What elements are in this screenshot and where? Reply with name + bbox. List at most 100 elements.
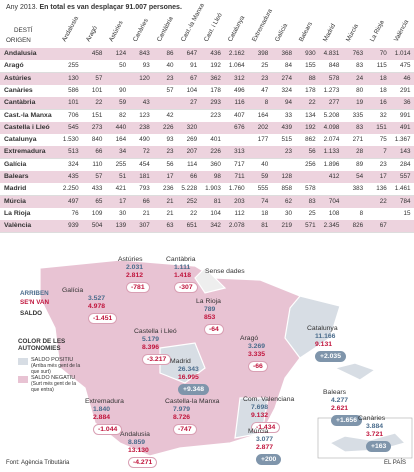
cell: 109 bbox=[91, 209, 103, 217]
cell: 91 bbox=[190, 62, 198, 70]
cell: 177 bbox=[257, 136, 269, 144]
cell: 134 bbox=[305, 111, 316, 119]
region-name: Extremadura bbox=[85, 398, 124, 405]
saldo: -307 bbox=[174, 282, 198, 293]
cell: 676 bbox=[234, 123, 245, 131]
cell: 17 bbox=[379, 173, 387, 180]
cell: 1.064 bbox=[228, 62, 245, 70]
cell: 236 bbox=[162, 185, 174, 193]
se-n-van: 4.978 bbox=[88, 303, 106, 310]
cell: 360 bbox=[210, 160, 221, 168]
cell: 557 bbox=[399, 173, 411, 180]
legend-arriben: ARRIBEN bbox=[20, 290, 49, 297]
arriben: 11.166 bbox=[315, 333, 336, 340]
cell: 59 bbox=[119, 99, 127, 107]
cell: 407 bbox=[234, 111, 245, 119]
cell: 939 bbox=[68, 222, 79, 230]
se-n-van: 8.726 bbox=[173, 414, 191, 421]
row-label: Cantàbria bbox=[4, 99, 36, 107]
cell: 324 bbox=[68, 160, 79, 168]
cell: 94 bbox=[284, 99, 292, 107]
cell: 34 bbox=[119, 148, 127, 156]
origin-label: ORIGEN bbox=[6, 37, 31, 44]
cell: 25 bbox=[261, 62, 269, 70]
cell: 238 bbox=[139, 123, 150, 131]
cell: 255 bbox=[115, 160, 127, 168]
legend-pos-swatch bbox=[18, 358, 28, 365]
cell: 2.345 bbox=[323, 222, 340, 230]
region-name: Astúries bbox=[118, 256, 143, 263]
column-header: Canàries bbox=[131, 17, 150, 43]
se-n-van: 1.418 bbox=[174, 272, 192, 279]
region-name: Madrid bbox=[170, 358, 191, 365]
cell: 545 bbox=[68, 123, 79, 131]
cell: 93 bbox=[166, 136, 174, 144]
no-data-shape bbox=[194, 267, 227, 294]
cell: 8 bbox=[264, 99, 269, 107]
cell: 47 bbox=[261, 86, 269, 94]
row-label: Catalunya bbox=[4, 136, 37, 144]
region-name: Canàries bbox=[358, 415, 386, 422]
cell: 17 bbox=[166, 173, 174, 180]
cell: 30 bbox=[284, 209, 292, 217]
cell: 1.896 bbox=[323, 160, 340, 168]
cell: 401 bbox=[210, 136, 221, 144]
se-n-van: 16.995 bbox=[178, 374, 199, 381]
cell: 368 bbox=[281, 50, 292, 57]
saldo: -66 bbox=[248, 361, 268, 372]
cell: 793 bbox=[139, 185, 150, 193]
saldo: -4.271 bbox=[128, 457, 158, 468]
column-header: Cast. i Lleó bbox=[203, 11, 224, 43]
cell: 226 bbox=[162, 123, 174, 131]
catalunya-shape bbox=[284, 295, 341, 359]
cell: 18 bbox=[379, 86, 387, 94]
saldo: -1.434 bbox=[251, 422, 281, 433]
cell: 1.461 bbox=[394, 185, 411, 193]
cell: 51 bbox=[119, 173, 127, 180]
cell: 335 bbox=[352, 111, 364, 119]
cell: 1.530 bbox=[62, 136, 79, 144]
se-n-van: 2.621 bbox=[331, 405, 349, 412]
column-header: Andalusia bbox=[60, 15, 80, 43]
cell: 123 bbox=[139, 111, 150, 119]
brand: EL PAÍS bbox=[383, 460, 406, 466]
cell: 2.162 bbox=[228, 50, 245, 57]
cell: 164 bbox=[257, 111, 269, 119]
column-header: Cast.-la Manxa bbox=[179, 2, 206, 43]
arriben: 2.031 bbox=[126, 264, 144, 271]
se-n-van: 3.335 bbox=[248, 351, 266, 358]
cell: 784 bbox=[399, 197, 411, 205]
cell: 1.273 bbox=[323, 86, 340, 94]
cell: 2.250 bbox=[62, 185, 79, 193]
cell: 115 bbox=[376, 62, 387, 70]
arriben: 1.840 bbox=[93, 406, 111, 413]
cell: 273 bbox=[91, 123, 103, 131]
row-label: Madrid bbox=[4, 185, 27, 193]
arriben: 7.698 bbox=[251, 404, 269, 411]
cell: 2.078 bbox=[228, 222, 245, 230]
cell: 76 bbox=[71, 209, 79, 217]
saldo: -781 bbox=[126, 282, 150, 293]
cell: 75 bbox=[379, 136, 387, 144]
cell: 67 bbox=[190, 74, 198, 82]
arriben: 1.111 bbox=[174, 264, 191, 271]
column-header: València bbox=[392, 18, 410, 43]
cell: 72 bbox=[142, 148, 150, 156]
cell: 66 bbox=[142, 197, 150, 205]
saldo: -64 bbox=[204, 324, 224, 335]
cell: 120 bbox=[139, 74, 150, 82]
source: Font: Agència Tributària bbox=[6, 460, 70, 466]
cell: 27 bbox=[190, 99, 198, 107]
cell: 515 bbox=[281, 136, 292, 144]
cell: 23 bbox=[261, 74, 269, 82]
cell: 43 bbox=[142, 99, 150, 107]
cell: 23 bbox=[284, 148, 292, 156]
cell: 66 bbox=[190, 173, 198, 180]
saldo: -1.044 bbox=[93, 424, 123, 435]
cell: 313 bbox=[234, 148, 245, 156]
region-name: Galícia bbox=[62, 287, 84, 294]
saldo: -747 bbox=[173, 424, 197, 435]
cell: 93 bbox=[142, 62, 150, 70]
row-label: Balears bbox=[4, 173, 29, 180]
row-label: La Rioja bbox=[4, 209, 31, 217]
